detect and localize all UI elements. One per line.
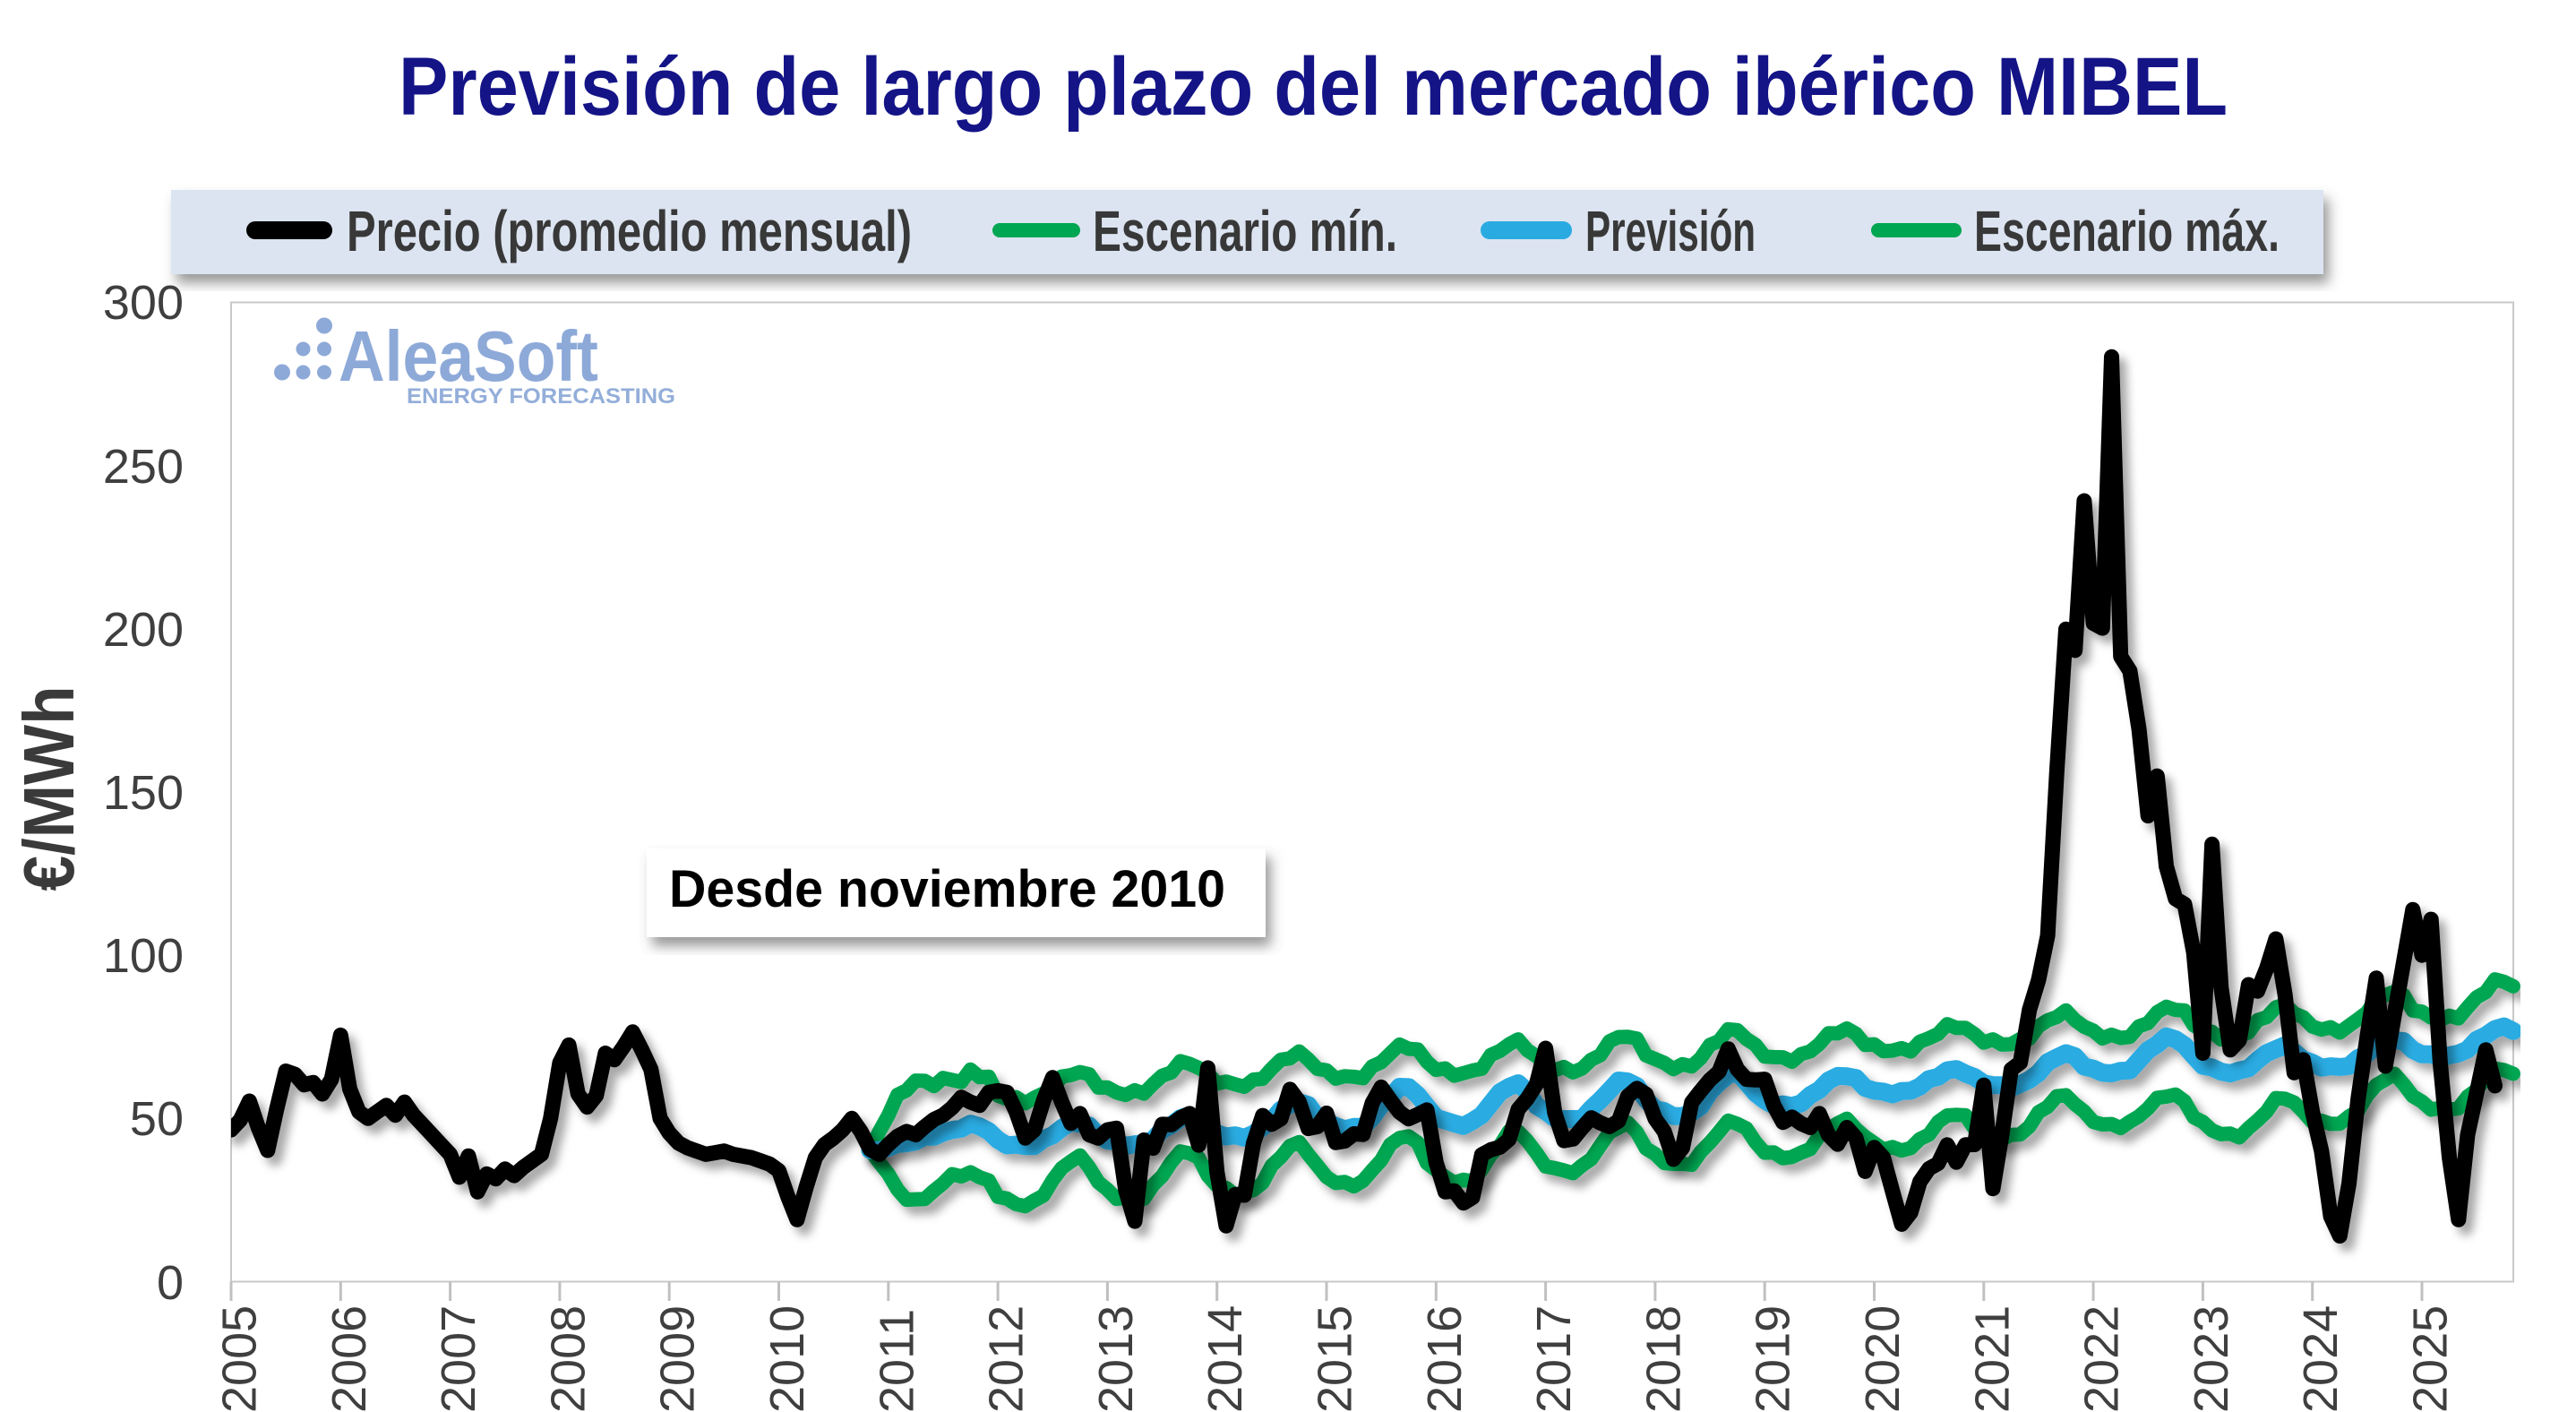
svg-text:2018: 2018 (1636, 1305, 1690, 1412)
svg-text:2020: 2020 (1856, 1305, 1910, 1412)
svg-text:200: 200 (103, 603, 184, 657)
svg-text:Previsión: Previsión (1585, 199, 1756, 263)
svg-text:2025: 2025 (2404, 1305, 2458, 1412)
svg-text:300: 300 (103, 276, 184, 330)
svg-text:2010: 2010 (760, 1305, 814, 1412)
svg-text:2009: 2009 (651, 1305, 705, 1412)
svg-text:2021: 2021 (1965, 1305, 2019, 1412)
svg-text:2012: 2012 (980, 1305, 1034, 1412)
svg-text:2011: 2011 (870, 1309, 923, 1412)
svg-text:50: 50 (130, 1092, 184, 1146)
svg-text:2005: 2005 (213, 1305, 267, 1412)
svg-text:100: 100 (103, 929, 184, 983)
svg-text:2017: 2017 (1527, 1305, 1581, 1412)
svg-text:AleaSoft: AleaSoft (339, 316, 598, 396)
svg-text:2016: 2016 (1418, 1305, 1472, 1412)
svg-text:Escenario mín.: Escenario mín. (1093, 199, 1397, 263)
svg-text:2015: 2015 (1309, 1305, 1362, 1412)
svg-text:€/MWh: €/MWh (9, 686, 89, 891)
svg-text:2023: 2023 (2185, 1305, 2238, 1412)
svg-text:2013: 2013 (1089, 1305, 1143, 1412)
svg-text:2007: 2007 (432, 1305, 485, 1412)
svg-text:2006: 2006 (322, 1305, 376, 1412)
svg-text:2022: 2022 (2075, 1305, 2129, 1412)
svg-text:Escenario máx.: Escenario máx. (1974, 199, 2280, 263)
svg-text:2019: 2019 (1747, 1305, 1800, 1412)
svg-text:Desde noviembre 2010: Desde noviembre 2010 (669, 860, 1225, 918)
svg-text:0: 0 (157, 1256, 184, 1310)
svg-text:2014: 2014 (1198, 1305, 1252, 1412)
svg-text:Precio (promedio mensual): Precio (promedio mensual) (347, 199, 912, 263)
svg-text:Previsión de largo plazo del m: Previsión de largo plazo del mercado ibé… (399, 41, 2228, 133)
svg-text:150: 150 (103, 766, 184, 820)
svg-text:2024: 2024 (2294, 1305, 2348, 1412)
svg-text:ENERGY FORECASTING: ENERGY FORECASTING (407, 384, 675, 409)
svg-text:2008: 2008 (541, 1305, 595, 1412)
svg-text:250: 250 (103, 440, 184, 494)
